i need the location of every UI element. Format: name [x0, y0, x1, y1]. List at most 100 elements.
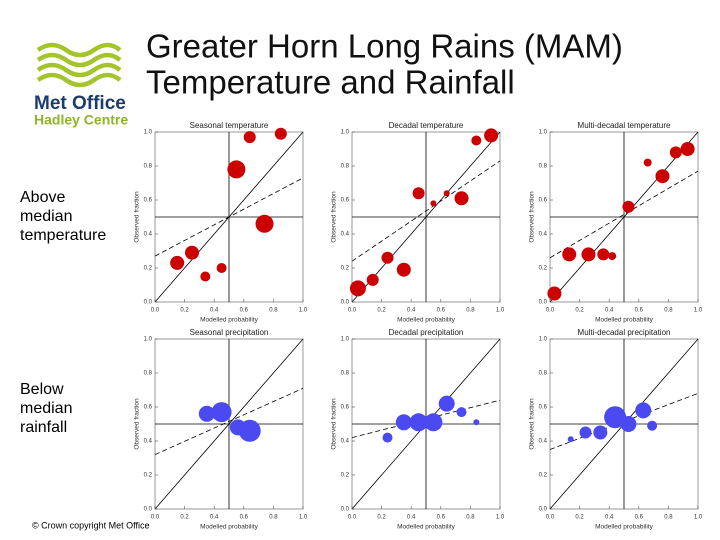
x-tick-label: 1.0 — [496, 515, 505, 521]
point — [424, 413, 443, 432]
x-tick-label: 0.8 — [664, 308, 673, 314]
y-tick-label: 0.2 — [144, 266, 153, 272]
y-tick-label: 0.8 — [144, 164, 153, 170]
x-tick-label: 0.0 — [348, 515, 357, 521]
row-label: rainfall — [20, 419, 67, 436]
diagonal-line — [351, 131, 501, 303]
point — [669, 146, 682, 159]
x-axis-label: Modelled probability — [595, 317, 654, 324]
x-tick-label: 1.0 — [299, 308, 308, 314]
point — [647, 420, 658, 431]
point — [238, 419, 261, 442]
point — [395, 414, 412, 431]
y-axis-label: Observed fraction — [529, 398, 536, 450]
y-tick-label: 0.0 — [539, 507, 548, 513]
x-tick-label: 0.8 — [466, 515, 475, 521]
point — [198, 405, 215, 422]
x-tick-label: 0.6 — [437, 308, 446, 314]
x-axis-label: Modelled probability — [200, 524, 259, 531]
logo-name: Met Office — [34, 93, 126, 114]
point — [200, 271, 211, 282]
row-label: temperature — [20, 227, 106, 244]
y-axis-label: Observed fraction — [331, 191, 338, 243]
y-tick-label: 0.4 — [144, 439, 153, 445]
point — [227, 160, 246, 179]
fit-line — [154, 177, 304, 257]
y-tick-label: 0.6 — [144, 198, 153, 204]
y-tick-label: 0.0 — [144, 300, 153, 306]
chart-title: Seasonal precipitation — [190, 328, 269, 337]
y-tick-label: 0.6 — [539, 198, 548, 204]
point — [454, 191, 469, 206]
point — [243, 131, 256, 144]
point — [608, 252, 617, 261]
point — [643, 158, 652, 167]
point — [593, 425, 608, 440]
fit-line — [549, 393, 699, 450]
y-tick-label: 0.8 — [341, 164, 350, 170]
point — [562, 247, 577, 262]
x-tick-label: 0.4 — [605, 308, 614, 314]
fit-line — [549, 170, 699, 259]
y-tick-label: 0.6 — [341, 405, 350, 411]
y-tick-label: 0.4 — [539, 232, 548, 238]
y-tick-label: 0.4 — [341, 439, 350, 445]
point — [396, 262, 411, 277]
x-tick-label: 0.8 — [466, 308, 475, 314]
point — [471, 135, 482, 146]
y-tick-label: 0.4 — [539, 439, 548, 445]
x-tick-label: 0.0 — [546, 308, 555, 314]
point — [409, 413, 428, 432]
y-tick-label: 0.6 — [341, 198, 350, 204]
point — [579, 426, 592, 439]
y-tick-label: 1.0 — [341, 130, 350, 136]
y-axis-label: Observed fraction — [134, 191, 141, 243]
x-tick-label: 0.2 — [377, 515, 386, 521]
x-tick-label: 1.0 — [496, 308, 505, 314]
fit-line — [351, 160, 501, 262]
x-tick-label: 0.0 — [151, 515, 160, 521]
row-label: Below — [20, 381, 64, 398]
y-axis-label: Observed fraction — [529, 191, 536, 243]
x-tick-label: 0.6 — [437, 515, 446, 521]
fit-line — [154, 387, 304, 455]
point — [484, 128, 499, 143]
x-tick-label: 0.0 — [151, 308, 160, 314]
y-tick-label: 0.0 — [341, 507, 350, 513]
slide-title: Greater Horn Long Rains (MAM) — [146, 28, 623, 65]
y-tick-label: 0.2 — [341, 473, 350, 479]
y-tick-label: 0.2 — [144, 473, 153, 479]
logo — [36, 42, 122, 88]
y-tick-label: 0.0 — [144, 507, 153, 513]
slide-title: Temperature and Rainfall — [146, 64, 515, 101]
point — [382, 432, 393, 443]
x-tick-label: 0.8 — [269, 515, 278, 521]
y-tick-label: 1.0 — [144, 130, 153, 136]
point — [438, 395, 455, 412]
chart-title: Multi-decadal temperature — [578, 121, 671, 130]
x-tick-label: 0.2 — [377, 308, 386, 314]
x-tick-label: 0.4 — [407, 308, 416, 314]
point — [597, 248, 610, 261]
y-tick-label: 0.0 — [341, 300, 350, 306]
x-tick-label: 0.2 — [180, 515, 189, 521]
point — [381, 251, 394, 264]
point — [547, 286, 562, 301]
x-tick-label: 0.2 — [575, 515, 584, 521]
point — [622, 200, 635, 213]
x-axis-label: Modelled probability — [397, 524, 456, 531]
point — [274, 127, 287, 140]
x-tick-label: 0.6 — [635, 515, 644, 521]
x-tick-label: 0.0 — [348, 308, 357, 314]
x-tick-label: 1.0 — [299, 515, 308, 521]
point — [185, 245, 199, 260]
x-tick-label: 0.2 — [575, 308, 584, 314]
point — [567, 436, 574, 443]
point — [216, 263, 227, 273]
y-tick-label: 0.2 — [539, 266, 548, 272]
y-axis-label: Observed fraction — [331, 398, 338, 450]
point — [430, 200, 437, 207]
point — [655, 169, 670, 184]
